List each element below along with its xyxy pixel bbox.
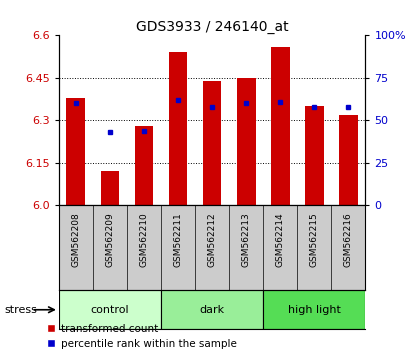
Text: stress: stress: [4, 305, 37, 315]
Text: GSM562209: GSM562209: [105, 212, 114, 267]
Bar: [169, 52, 187, 205]
Bar: [59, 290, 161, 329]
Text: GSM562216: GSM562216: [344, 212, 353, 267]
Title: GDS3933 / 246140_at: GDS3933 / 246140_at: [136, 21, 289, 34]
Bar: [263, 290, 365, 329]
Bar: [237, 78, 255, 205]
Text: GSM562211: GSM562211: [173, 212, 183, 267]
Text: GSM562208: GSM562208: [71, 212, 80, 267]
Bar: [134, 126, 153, 205]
Bar: [339, 115, 358, 205]
Bar: [203, 81, 221, 205]
Bar: [66, 98, 85, 205]
Text: dark: dark: [200, 305, 225, 315]
Text: GSM562215: GSM562215: [310, 212, 319, 267]
Bar: [271, 47, 290, 205]
Bar: [161, 290, 263, 329]
Text: control: control: [91, 305, 129, 315]
Legend: transformed count, percentile rank within the sample: transformed count, percentile rank withi…: [47, 324, 236, 349]
Text: high light: high light: [288, 305, 341, 315]
Text: GSM562213: GSM562213: [241, 212, 251, 267]
Bar: [305, 106, 324, 205]
Text: GSM562212: GSM562212: [207, 212, 217, 267]
Text: GSM562214: GSM562214: [276, 212, 285, 267]
Bar: [100, 171, 119, 205]
Text: GSM562210: GSM562210: [139, 212, 148, 267]
